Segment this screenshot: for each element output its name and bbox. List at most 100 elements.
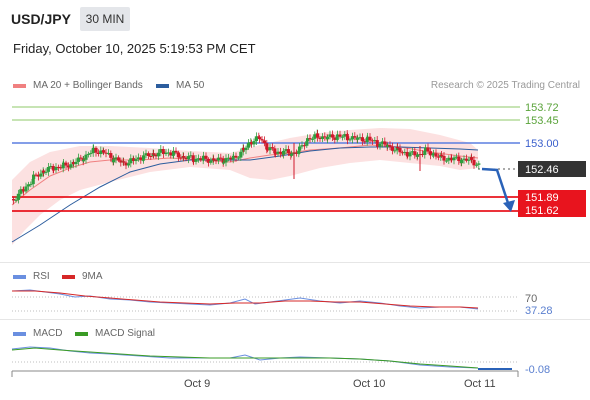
candle-body [470, 157, 474, 160]
candle-body [102, 150, 106, 153]
candle-body [86, 153, 90, 155]
candle-body [169, 152, 173, 156]
candle-body [236, 157, 240, 159]
candle-body [72, 162, 76, 165]
level-label-153-00: 153.00 [525, 138, 559, 150]
rsi-ma-line [12, 290, 479, 309]
research-credit: Research © 2025 Trading Central [430, 80, 580, 91]
candle-body [266, 149, 270, 151]
candle-body [134, 159, 138, 162]
candle-body [222, 162, 226, 164]
candle-body [423, 150, 427, 155]
candle-body [346, 136, 350, 141]
candle-body [300, 145, 304, 147]
candle-body [472, 159, 476, 166]
candle-body [199, 158, 203, 161]
candle-body [373, 140, 377, 142]
x-label-oct9: Oct 9 [184, 378, 210, 390]
candle-body [336, 134, 340, 137]
candle-body [22, 190, 26, 192]
candlesticks [12, 129, 481, 205]
candle-body [54, 166, 58, 171]
candle-body [290, 153, 294, 156]
candle-body [186, 156, 190, 160]
candle-body [232, 155, 236, 158]
candle-body [132, 158, 136, 162]
candle-body [76, 157, 80, 162]
candle-body [386, 145, 390, 147]
macd-swatch [13, 331, 26, 336]
candle-body [436, 156, 440, 158]
candle-body [59, 167, 63, 169]
timeframe-button[interactable]: 30 MIN [80, 7, 130, 31]
candle-body [14, 199, 18, 201]
candle-body [119, 160, 123, 163]
candle-body [99, 150, 103, 155]
candle-body [452, 157, 456, 161]
candle-body [333, 137, 337, 140]
legend-ma20: MA 20 + Bollinger Bands [13, 80, 143, 91]
candle-body [444, 160, 448, 162]
candle-body [302, 145, 306, 147]
candle-body [104, 152, 108, 154]
candle-body [112, 159, 116, 163]
candle-body [144, 153, 148, 156]
candle-body [219, 157, 223, 159]
candle-body [406, 155, 410, 157]
candle-body [434, 153, 438, 157]
candle-body [82, 159, 86, 162]
candle-body [26, 184, 30, 187]
candle-body [310, 138, 314, 140]
candle-body [254, 136, 258, 142]
candle-body [318, 137, 322, 140]
candle-body [174, 150, 178, 153]
candle-body [370, 140, 374, 142]
candle-body [358, 137, 362, 139]
candle-body [431, 154, 435, 156]
candle-body [92, 147, 96, 149]
candle-body [229, 157, 233, 160]
bollinger-band [12, 128, 478, 245]
candle-body [464, 158, 468, 161]
candle-body [363, 141, 367, 143]
candle-body [179, 157, 183, 159]
candle-body [403, 151, 407, 153]
candle-body [278, 151, 282, 154]
candle-body [477, 163, 481, 165]
candle-body [393, 150, 397, 152]
candle-body [122, 161, 126, 163]
rsi-swatch [13, 274, 26, 279]
legend-macd-signal: MACD Signal [75, 328, 155, 339]
candle-body [34, 174, 38, 176]
candle-body [338, 134, 342, 137]
candle-body [284, 149, 288, 151]
candle-body [156, 152, 160, 157]
macd-signal-label: MACD Signal [95, 328, 156, 339]
candle-body [305, 141, 309, 146]
candle-body [246, 142, 250, 148]
candle-body [286, 149, 290, 154]
ma20-label: MA 20 + Bollinger Bands [33, 80, 143, 91]
level-label-153-72: 153.72 [525, 102, 559, 114]
candle-body [378, 143, 382, 147]
candle-body [114, 157, 118, 160]
candle-body [308, 138, 312, 140]
candle-body [212, 158, 216, 161]
candle-body [353, 136, 357, 138]
candle-body [258, 137, 262, 140]
candle-body [154, 154, 158, 157]
candle-body [146, 153, 150, 156]
ma50-line [11, 146, 479, 243]
symbol-title: USD/JPY [11, 11, 71, 27]
ma20-swatch [13, 83, 26, 88]
candle-body [136, 157, 140, 160]
candle-body [106, 153, 110, 155]
candle-body [39, 173, 43, 177]
candle-body [326, 136, 330, 140]
candle-body [116, 157, 120, 161]
candle-body [64, 162, 68, 166]
candle-body [172, 150, 176, 155]
candle-body [316, 133, 320, 138]
candle-body [390, 146, 394, 151]
